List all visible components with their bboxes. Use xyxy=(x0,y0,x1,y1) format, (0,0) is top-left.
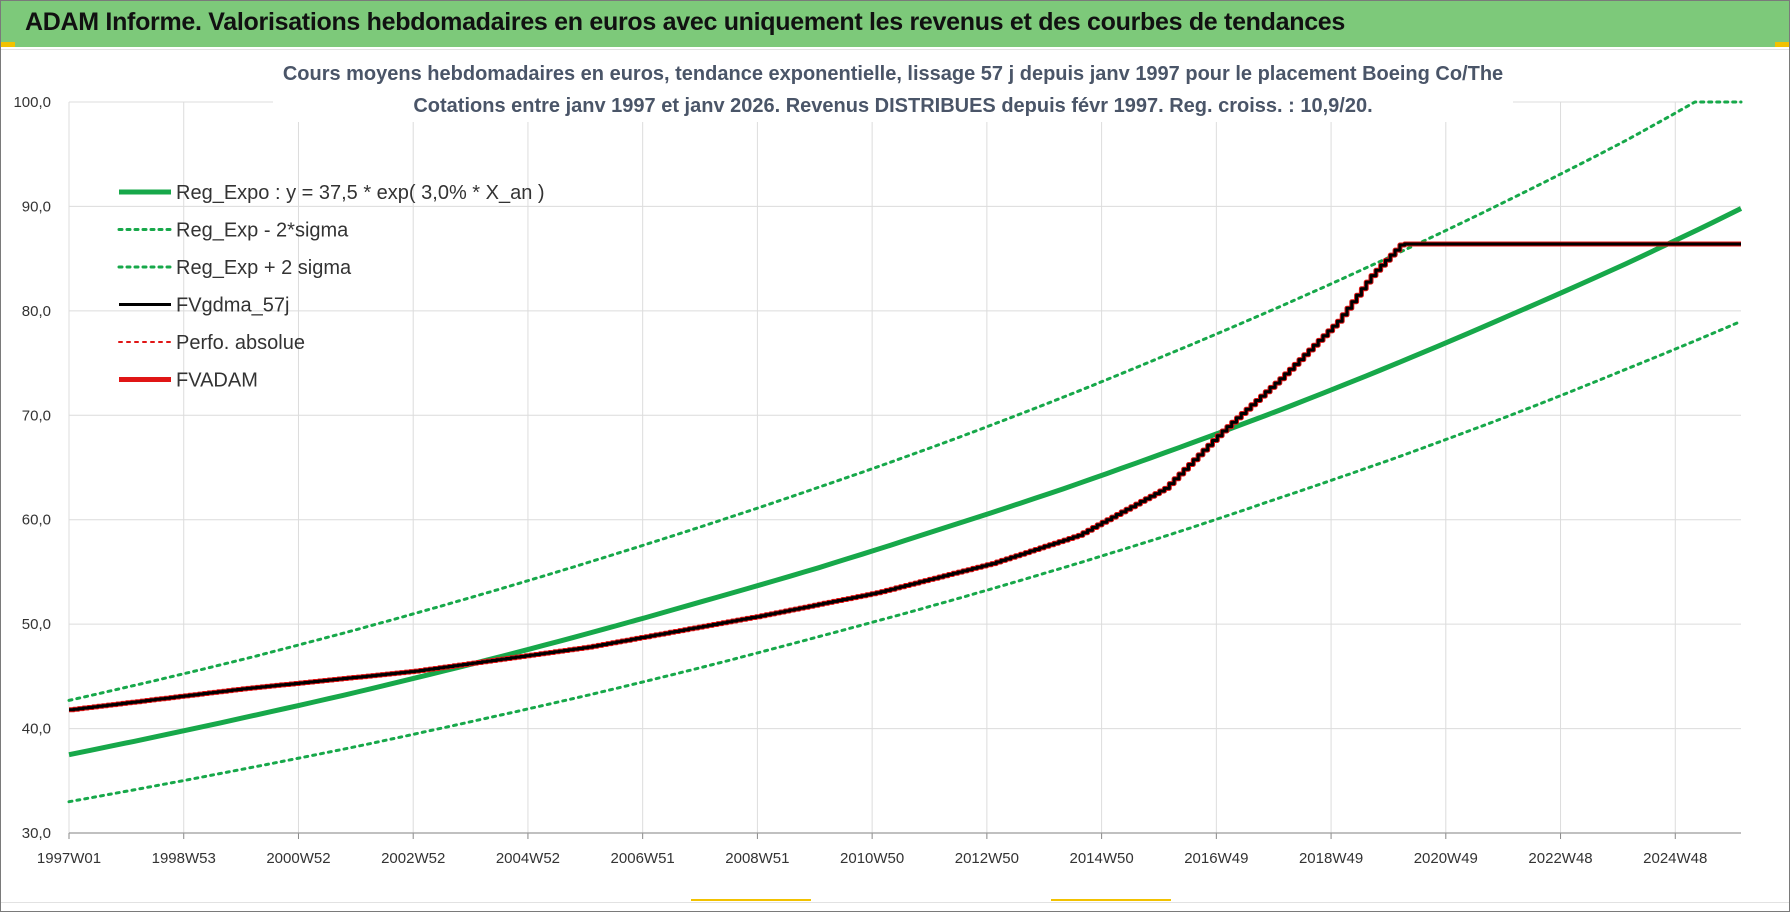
chart-axes: 30,0 40,0 50,0 60,0 70,0 80,0 90,0 100,0 1997W01… xyxy=(13,94,1741,867)
chart-grid xyxy=(68,101,1741,834)
x-tick-label: 2008W51 xyxy=(725,850,789,867)
y-tick-label: 90,0 xyxy=(22,198,51,215)
chart-title-line-2: Cotations entre janv 1997 et janv 2026. … xyxy=(413,95,1372,117)
report-banner: ADAM Informe. Valorisations hebdomadaire… xyxy=(1,1,1789,47)
x-tick-label: 2012W50 xyxy=(955,850,1019,867)
x-tick-label: 1997W01 xyxy=(37,850,101,867)
series-line-1 xyxy=(67,319,1743,804)
y-tick-label: 50,0 xyxy=(22,616,51,633)
x-tick-label: 2004W52 xyxy=(496,850,560,867)
legend-label: Reg_Exp - 2*sigma xyxy=(176,220,349,242)
y-tick-label: 100,0 xyxy=(13,94,51,111)
chart-legend: Reg_Expo : y = 37,5 * exp( 3,0% * X_an )… xyxy=(117,182,545,392)
chart-area: 30,0 40,0 50,0 60,0 70,0 80,0 90,0 100,0 1997W01… xyxy=(1,49,1789,903)
chart-title-background xyxy=(273,56,1513,122)
x-tick-label: 2020W49 xyxy=(1414,850,1478,867)
x-tick-label: 2018W49 xyxy=(1299,850,1363,867)
y-tick-label: 80,0 xyxy=(22,303,51,320)
bottom-yellow-tick-2 xyxy=(1051,899,1171,901)
corner-marker-top-right xyxy=(1775,42,1789,47)
x-tick-label: 2010W50 xyxy=(840,850,904,867)
x-tick-label: 2006W51 xyxy=(611,850,675,867)
line-chart: 30,0 40,0 50,0 60,0 70,0 80,0 90,0 100,0 1997W01… xyxy=(13,56,1743,867)
legend-label: FVgdma_57j xyxy=(176,295,289,317)
y-tick-label: 60,0 xyxy=(22,512,51,529)
x-tick-label: 2016W49 xyxy=(1184,850,1248,867)
legend-label: Reg_Expo : y = 37,5 * exp( 3,0% * X_an ) xyxy=(176,182,545,204)
chart-title-line-1: Cours moyens hebdomadaires en euros, ten… xyxy=(283,63,1503,85)
corner-marker-top-left xyxy=(1,42,15,47)
x-tick-label: 2014W50 xyxy=(1069,850,1133,867)
x-tick-label: 1998W53 xyxy=(152,850,216,867)
series-line-3 xyxy=(69,242,1741,712)
x-tick-label: 2000W52 xyxy=(266,850,330,867)
series-line-2 xyxy=(67,100,1743,702)
x-tick-label: 2024W48 xyxy=(1643,850,1707,867)
x-tick-label: 2022W48 xyxy=(1528,850,1592,867)
y-tick-label: 70,0 xyxy=(22,407,51,424)
legend-label: Perfo. absolue xyxy=(176,332,305,354)
legend-label: Reg_Exp + 2 sigma xyxy=(176,257,352,279)
chart-series xyxy=(67,100,1743,804)
legend-label: FVADAM xyxy=(176,370,258,392)
y-tick-label: 30,0 xyxy=(22,825,51,842)
x-tick-label: 2002W52 xyxy=(381,850,445,867)
series-line-0 xyxy=(68,206,1743,758)
report-title: ADAM Informe. Valorisations hebdomadaire… xyxy=(25,8,1346,36)
bottom-yellow-tick-1 xyxy=(691,899,811,901)
y-tick-label: 40,0 xyxy=(22,721,51,738)
